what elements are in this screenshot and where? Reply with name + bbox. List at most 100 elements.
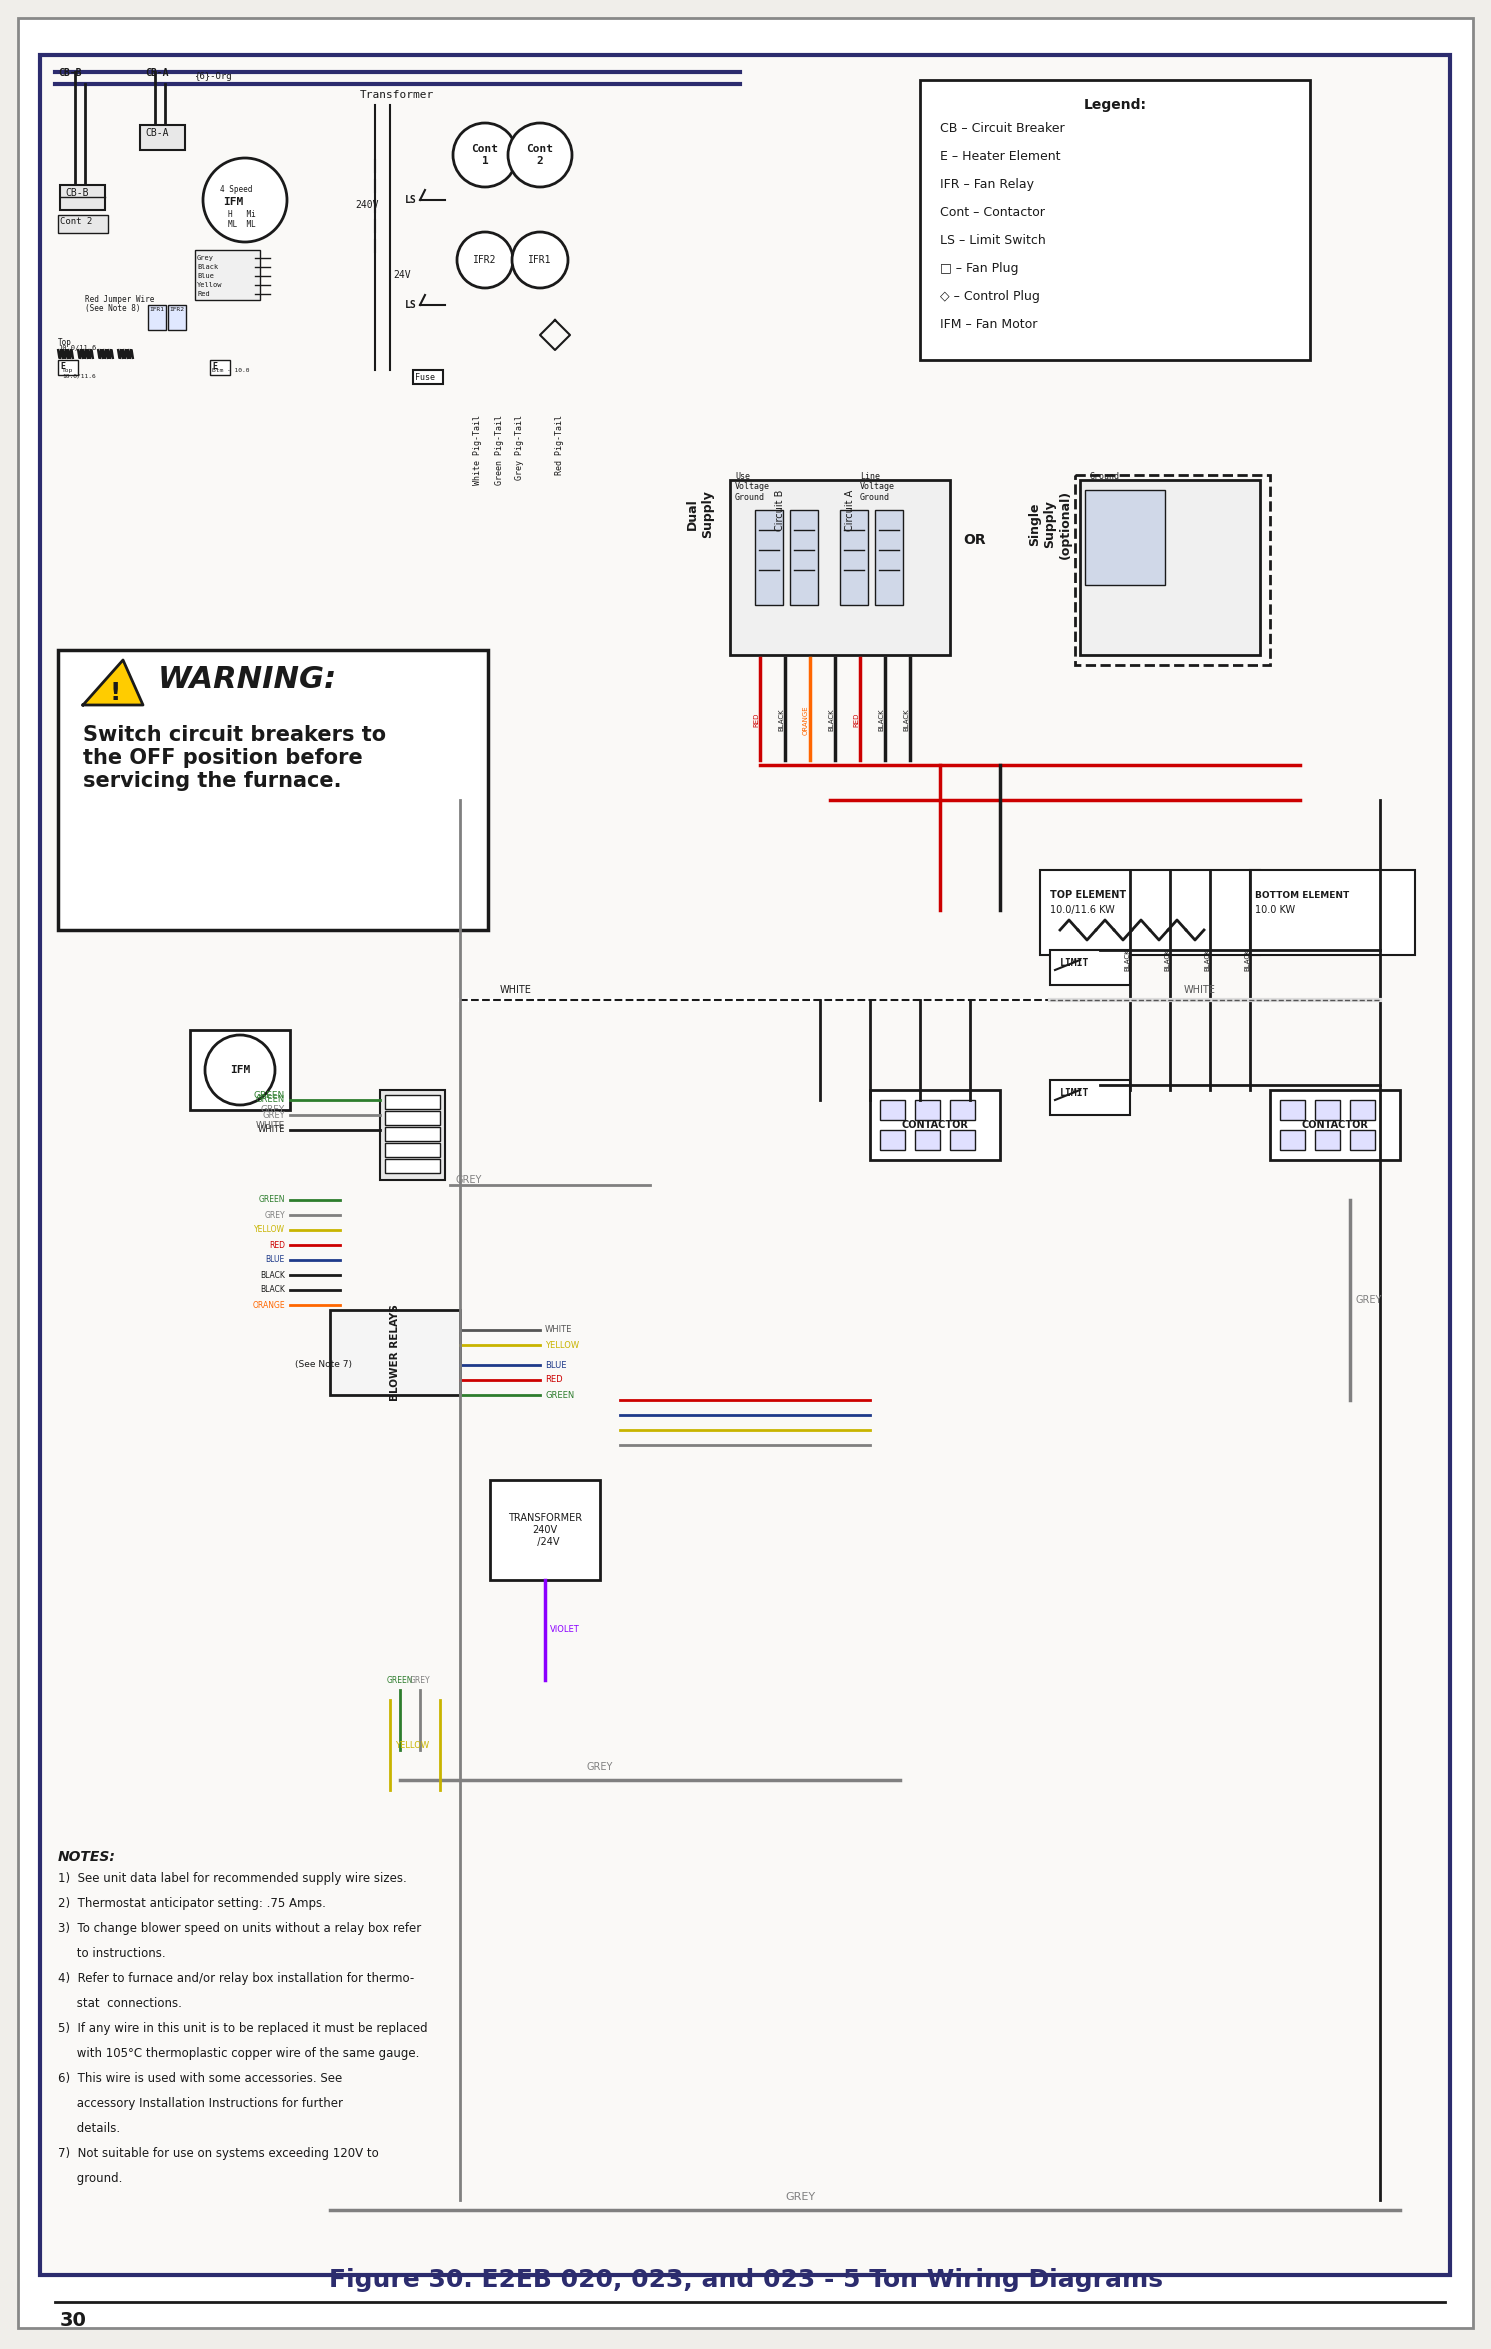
Text: Red Pig-Tail: Red Pig-Tail	[556, 416, 565, 474]
Text: RED: RED	[546, 1377, 562, 1384]
Bar	[60, 186, 104, 209]
Bar	[168, 305, 186, 329]
Text: Fuse: Fuse	[414, 373, 435, 383]
Bar	[385, 1095, 440, 1109]
Text: accessory Installation Instructions for further: accessory Installation Instructions for …	[58, 2098, 343, 2109]
Circle shape	[204, 1036, 274, 1104]
Text: BLUE: BLUE	[546, 1360, 567, 1369]
Text: Yellow: Yellow	[197, 282, 222, 289]
Text: OR: OR	[963, 533, 987, 547]
Bar	[754, 510, 783, 606]
Text: WARNING:: WARNING:	[158, 665, 337, 693]
Text: 1)  See unit data label for recommended supply wire sizes.: 1) See unit data label for recommended s…	[58, 1872, 407, 1884]
Bar	[1279, 1099, 1305, 1120]
Bar	[385, 1144, 440, 1158]
Text: CONTACTOR: CONTACTOR	[902, 1120, 969, 1130]
Circle shape	[458, 233, 513, 289]
Text: IFM: IFM	[230, 1064, 250, 1076]
Text: YELLOW: YELLOW	[546, 1341, 579, 1348]
Bar	[385, 1158, 440, 1172]
Text: CB-A: CB-A	[145, 127, 168, 139]
Text: WHITE: WHITE	[546, 1325, 573, 1334]
Text: TOP ELEMENT: TOP ELEMENT	[1050, 890, 1126, 900]
Text: BLACK: BLACK	[259, 1271, 285, 1280]
Text: LS: LS	[406, 195, 417, 204]
Bar	[950, 1130, 975, 1151]
Bar	[140, 124, 185, 150]
Text: BLACK: BLACK	[1164, 949, 1170, 972]
Text: E: E	[212, 362, 218, 371]
Text: Blue: Blue	[197, 272, 215, 280]
Text: Cont 2: Cont 2	[60, 216, 92, 226]
Text: IFR2: IFR2	[473, 256, 497, 265]
Text: Use
Voltage
Ground: Use Voltage Ground	[735, 472, 769, 503]
Text: IFM: IFM	[222, 197, 243, 207]
Bar	[839, 510, 868, 606]
Text: H   Mi: H Mi	[228, 209, 256, 218]
Text: RED: RED	[853, 712, 859, 728]
Text: Grey: Grey	[197, 256, 215, 261]
Bar	[1349, 1099, 1375, 1120]
Text: IFR – Fan Relay: IFR – Fan Relay	[939, 179, 1033, 190]
Text: GREEN: GREEN	[386, 1675, 413, 1684]
Bar	[731, 479, 950, 655]
Text: 4 Speed: 4 Speed	[221, 186, 252, 195]
Text: GREEN: GREEN	[258, 1196, 285, 1205]
Bar	[195, 249, 259, 301]
Bar	[1050, 949, 1130, 984]
Text: □ – Fan Plug: □ – Fan Plug	[939, 263, 1018, 275]
Text: GREEN: GREEN	[546, 1391, 574, 1400]
Text: LS: LS	[406, 301, 417, 310]
Bar	[1279, 1130, 1305, 1151]
Bar	[58, 651, 488, 930]
Text: GREY: GREY	[784, 2192, 816, 2201]
Text: 10.0 KW: 10.0 KW	[1255, 904, 1296, 916]
Text: YELLOW: YELLOW	[395, 1741, 429, 1750]
Text: Top: Top	[58, 338, 72, 348]
Bar	[148, 305, 166, 329]
Text: GREEN: GREEN	[253, 1090, 285, 1099]
Bar	[1079, 479, 1260, 655]
Text: BLACK: BLACK	[828, 709, 833, 731]
Bar	[1315, 1099, 1340, 1120]
Text: VIOLET: VIOLET	[550, 1626, 580, 1635]
Text: 2)  Thermostat anticipator setting: .75 Amps.: 2) Thermostat anticipator setting: .75 A…	[58, 1898, 327, 1910]
Text: GREY: GREY	[455, 1174, 482, 1184]
Text: Black: Black	[197, 263, 218, 270]
Text: !: !	[109, 681, 121, 705]
Text: 30: 30	[60, 2311, 86, 2330]
Text: GREEN: GREEN	[256, 1095, 285, 1104]
Bar	[413, 371, 443, 383]
Text: ORANGE: ORANGE	[252, 1301, 285, 1308]
Text: Cont
1: Cont 1	[471, 143, 498, 167]
Bar	[210, 359, 230, 376]
Bar	[1315, 1130, 1340, 1151]
Text: Single
Supply
(optional): Single Supply (optional)	[1029, 491, 1072, 559]
Text: CB – Circuit Breaker: CB – Circuit Breaker	[939, 122, 1065, 134]
Bar	[915, 1099, 939, 1120]
Text: GREY: GREY	[264, 1210, 285, 1219]
Text: YELLOW: YELLOW	[253, 1226, 285, 1236]
Text: 10.0/11.6 KW: 10.0/11.6 KW	[1050, 904, 1115, 916]
Text: BLACK: BLACK	[878, 709, 884, 731]
Text: Ground: Ground	[1090, 472, 1120, 482]
Text: Cont – Contactor: Cont – Contactor	[939, 207, 1045, 218]
Text: LIMIT: LIMIT	[1060, 1088, 1090, 1097]
Text: ML  ML: ML ML	[228, 221, 256, 228]
Text: CONTACTOR: CONTACTOR	[1302, 1120, 1369, 1130]
Text: GREY: GREY	[410, 1675, 431, 1684]
Bar	[1085, 491, 1164, 585]
Text: to instructions.: to instructions.	[58, 1947, 166, 1959]
Text: IFR1: IFR1	[528, 256, 552, 265]
Text: stat  connections.: stat connections.	[58, 1997, 182, 2011]
Text: (See Note 8): (See Note 8)	[85, 303, 140, 312]
Text: CB-A: CB-A	[145, 68, 168, 78]
Text: GREY: GREY	[1355, 1294, 1381, 1306]
Text: Btm - 10.0: Btm - 10.0	[212, 369, 249, 373]
Text: E: E	[60, 362, 66, 371]
Text: BLACK: BLACK	[1205, 949, 1211, 972]
Text: ORANGE: ORANGE	[804, 705, 810, 735]
Text: Legend:: Legend:	[1084, 99, 1147, 113]
Bar	[1270, 1090, 1400, 1160]
Bar	[875, 510, 904, 606]
